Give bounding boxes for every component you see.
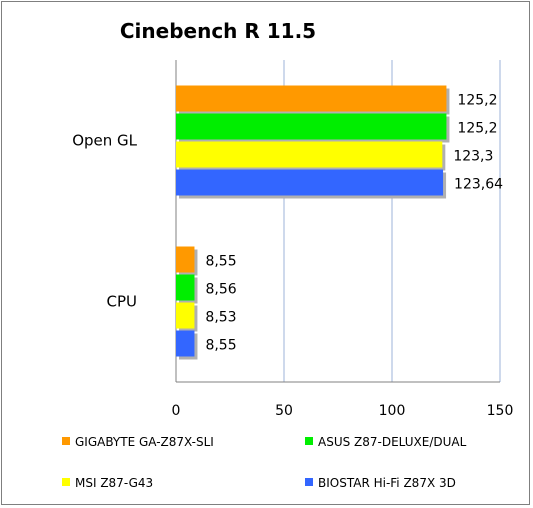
plot-area: 0 50 100 150 Open GL 125,2 125,2 123,3 123,64 CPU… xyxy=(72,60,513,419)
data-label-1-0: 8,55 xyxy=(205,254,236,270)
bar-1-2 xyxy=(176,302,195,329)
x-tick-label-100: 100 xyxy=(379,403,406,419)
legend-swatch-0 xyxy=(62,437,70,445)
bar-1-3 xyxy=(176,330,195,357)
legend-swatch-2 xyxy=(62,478,70,486)
legend-label-0: GIGABYTE GA-Z87X-SLI xyxy=(75,435,214,449)
bar-0-1 xyxy=(176,113,447,140)
data-label-0-0: 125,2 xyxy=(457,93,497,109)
legend-swatch-1 xyxy=(305,437,313,445)
legend-label-3: BIOSTAR Hi-Fi Z87X 3D xyxy=(318,476,456,490)
bar-1-0 xyxy=(176,246,195,273)
data-label-0-3: 123,64 xyxy=(454,177,503,193)
x-tick-label-0: 0 xyxy=(172,403,181,419)
x-tick-label-150: 150 xyxy=(487,403,514,419)
data-label-0-2: 123,3 xyxy=(453,149,493,165)
legend-label-2: MSI Z87-G43 xyxy=(75,476,153,490)
category-label-0: Open GL xyxy=(72,132,137,150)
bar-0-3 xyxy=(176,169,444,196)
data-label-1-3: 8,55 xyxy=(205,338,236,354)
bar-1-1 xyxy=(176,274,195,301)
data-label-1-2: 8,53 xyxy=(205,310,236,326)
category-label-1: CPU xyxy=(107,293,138,311)
bar-0-2 xyxy=(176,141,443,168)
legend: GIGABYTE GA-Z87X-SLI ASUS Z87-DELUXE/DUAL… xyxy=(62,435,467,490)
data-label-1-1: 8,56 xyxy=(205,282,236,298)
data-label-0-1: 125,2 xyxy=(457,121,497,137)
chart-title: Cinebench R 11.5 xyxy=(120,19,316,43)
legend-swatch-3 xyxy=(305,478,313,486)
x-tick-label-50: 50 xyxy=(275,403,293,419)
legend-label-1: ASUS Z87-DELUXE/DUAL xyxy=(318,435,467,449)
bar-0-0 xyxy=(176,85,447,112)
